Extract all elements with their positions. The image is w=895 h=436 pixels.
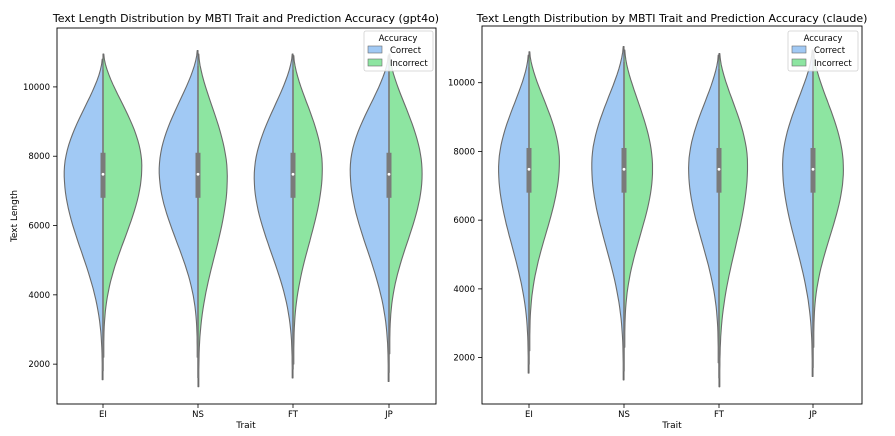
median-dot <box>717 167 721 171</box>
median-dot <box>387 172 391 176</box>
median-dot <box>291 172 295 176</box>
violin-half-correct <box>782 49 814 378</box>
y-tick-label: 8000 <box>453 147 475 157</box>
chart-title: Text Length Distribution by MBTI Trait a… <box>52 12 439 25</box>
violin-half-incorrect <box>388 53 423 355</box>
violin-FT <box>253 53 323 379</box>
violin-half-correct <box>349 55 390 383</box>
violin-half-correct <box>498 54 530 374</box>
violin-half-incorrect <box>718 52 749 388</box>
violin-JP <box>782 49 844 378</box>
y-tick-label: 2000 <box>453 354 475 364</box>
median-dot <box>196 172 200 176</box>
y-tick-label: 6000 <box>453 216 475 226</box>
violin-half-correct <box>688 54 720 364</box>
violin-half-correct <box>591 46 625 381</box>
median-dot <box>101 172 105 176</box>
violin-half-incorrect <box>197 53 228 388</box>
legend-swatch-correct <box>367 45 383 54</box>
y-tick-label: 2000 <box>28 360 50 370</box>
legend-swatch-incorrect <box>367 58 383 67</box>
legend-swatch-correct <box>791 45 807 54</box>
violin-half-incorrect <box>812 51 844 348</box>
x-axis-ticks: EI NS FT JP <box>99 404 393 420</box>
legend-entry-incorrect: Incorrect <box>390 59 428 69</box>
y-tick-label: 4000 <box>453 285 475 295</box>
y-tick-label: 10000 <box>23 83 50 93</box>
violin-half-correct <box>158 49 199 358</box>
violin-marks <box>63 49 423 388</box>
violin-half-incorrect <box>292 55 323 365</box>
x-tick-label: EI <box>99 410 107 420</box>
legend-entry-correct: Correct <box>390 46 422 56</box>
x-tick-label: EI <box>525 410 533 420</box>
violin-NS <box>591 46 654 381</box>
x-axis-ticks: EI NS FT JP <box>525 404 817 420</box>
violin-half-incorrect <box>623 49 654 348</box>
violin-half-incorrect <box>102 53 143 358</box>
legend-entry-correct: Correct <box>814 46 846 56</box>
violin-EI <box>498 51 560 374</box>
x-tick-label: FT <box>714 410 725 420</box>
plot-frame <box>56 27 437 405</box>
y-tick-label: 8000 <box>28 152 50 162</box>
y-axis-label: Text Length <box>10 190 20 243</box>
plot-frame <box>481 25 863 405</box>
y-axis-ticks: 2000 4000 6000 8000 10000 <box>23 83 57 370</box>
legend: Accuracy Correct Incorrect <box>787 30 859 72</box>
y-axis-ticks: 2000 4000 6000 8000 10000 <box>448 79 482 364</box>
chart-panel-claude: Text Length Distribution by MBTI Trait a… <box>448 12 867 431</box>
violin-EI <box>63 53 143 381</box>
legend: Accuracy Correct Incorrect <box>363 30 434 72</box>
violin-marks <box>498 46 844 388</box>
x-tick-label: JP <box>384 410 393 420</box>
median-dot <box>811 167 815 171</box>
legend-title: Accuracy <box>804 34 843 44</box>
legend-swatch-incorrect <box>791 58 807 67</box>
y-tick-label: 6000 <box>28 222 50 232</box>
chart-panel-gpt4o: Text Length Distribution by MBTI Trait a… <box>10 12 439 431</box>
x-axis-label: Trait <box>661 421 682 431</box>
x-tick-label: NS <box>192 410 204 420</box>
violin-FT <box>688 52 749 388</box>
violin-NS <box>158 49 228 388</box>
violin-half-incorrect <box>528 51 560 352</box>
x-tick-label: JP <box>808 410 817 420</box>
y-tick-label: 10000 <box>448 79 475 89</box>
chart-title: Text Length Distribution by MBTI Trait a… <box>476 12 868 25</box>
violin-half-correct <box>253 53 294 379</box>
median-dot <box>527 167 531 171</box>
violin-JP <box>349 53 423 383</box>
y-tick-label: 4000 <box>28 291 50 301</box>
median-dot <box>622 167 626 171</box>
legend-entry-incorrect: Incorrect <box>814 59 852 69</box>
violin-half-correct <box>63 58 104 381</box>
x-tick-label: FT <box>288 410 299 420</box>
legend-title: Accuracy <box>379 34 418 44</box>
x-tick-label: NS <box>618 410 630 420</box>
x-axis-label: Trait <box>235 421 256 431</box>
